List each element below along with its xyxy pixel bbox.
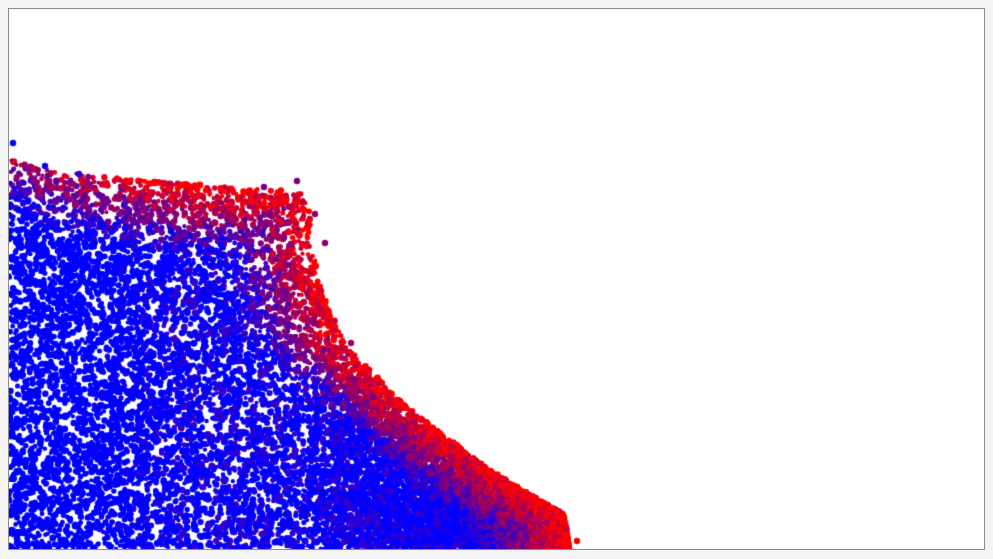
particle-simulation-canvas[interactable] [9, 9, 984, 549]
simulation-frame [8, 8, 985, 550]
